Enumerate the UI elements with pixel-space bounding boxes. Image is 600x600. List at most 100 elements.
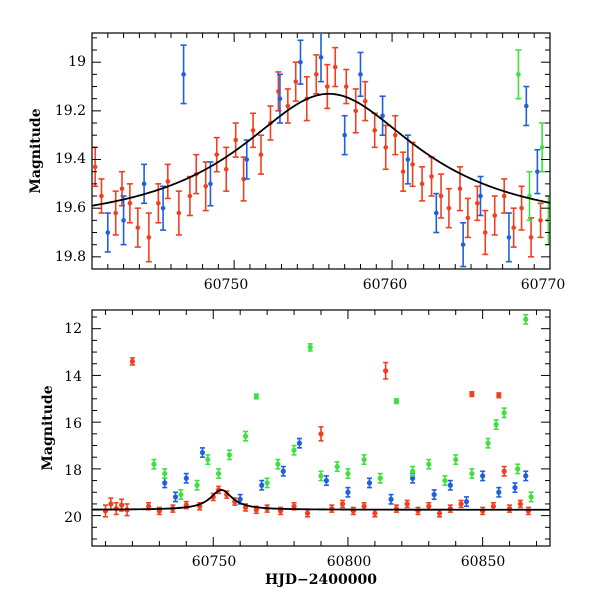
bottom-series-0-point-42: [525, 506, 532, 516]
top-series-1-point-4: [180, 44, 187, 105]
top-series-0-point-47: [528, 217, 535, 258]
bottom-series-2-point-21: [442, 475, 448, 487]
data-point-marker: [156, 201, 161, 206]
bottom-series-0-point-21: [318, 426, 324, 442]
bottom-series-2-point-5: [216, 468, 222, 480]
top-series-0-point-25: [324, 63, 331, 110]
data-point-marker: [475, 201, 480, 206]
data-point-marker: [242, 433, 249, 439]
top-series-1-point-11: [357, 51, 364, 98]
bottom-series-2-point-4: [205, 454, 211, 466]
data-point-marker: [318, 473, 324, 479]
top-series-1-point-5: [207, 161, 214, 207]
bottom-y-axis-title: Magnitude: [40, 385, 56, 470]
data-point-marker: [501, 410, 507, 416]
top-series-0-point-33: [400, 151, 407, 192]
bottom-series-1-point-19: [523, 470, 529, 482]
data-point-marker: [361, 503, 367, 509]
bottom-series-0-point-27: [383, 361, 389, 380]
top-series-1-point-9: [318, 33, 324, 83]
data-point-marker: [405, 157, 411, 162]
top-series-0-point-36: [428, 156, 435, 197]
data-point-marker: [280, 468, 286, 474]
data-point-marker: [436, 510, 443, 516]
data-point-marker: [457, 186, 463, 192]
data-point-marker: [501, 468, 507, 474]
bottom-x-tick-label-2: 60850: [461, 554, 506, 570]
bottom-x-axis-title: HJD−2400000: [265, 572, 377, 588]
data-point-marker: [250, 128, 256, 133]
data-point-marker: [393, 398, 400, 404]
bottom-series-2-point-26: [501, 407, 507, 419]
data-point-marker: [92, 164, 98, 170]
data-point-marker: [535, 169, 540, 174]
data-point-marker: [162, 470, 168, 477]
bottom-series-0-point-26: [372, 508, 378, 518]
top-series-0-point-4: [126, 183, 133, 224]
top-series-0-point-22: [292, 61, 299, 102]
bottom-series-2-point-28: [523, 313, 529, 325]
top-series-1-point-0: [104, 212, 111, 253]
top-series-0-point-46: [518, 185, 525, 231]
data-point-marker: [538, 218, 543, 223]
data-point-marker: [178, 491, 184, 498]
data-point-marker: [438, 193, 444, 199]
bottom-series-2-point-3: [194, 479, 200, 491]
bottom-series-2-point-8: [253, 393, 259, 400]
top-series-1-point-6: [243, 139, 250, 180]
bottom-series-1-point-16: [480, 470, 486, 482]
top-series-0-point-37: [438, 173, 445, 219]
data-point-marker: [388, 496, 394, 502]
data-point-marker: [160, 205, 166, 211]
data-point-marker: [141, 181, 147, 187]
top-series-1-point-12: [379, 95, 386, 136]
data-point-marker: [145, 503, 152, 509]
data-point-marker: [460, 242, 466, 247]
data-point-marker: [523, 473, 529, 479]
data-point-marker: [377, 475, 383, 481]
data-point-marker: [383, 368, 389, 374]
bottom-series-0-point-23: [339, 499, 346, 509]
data-point-marker: [431, 491, 437, 498]
top-series-1-point-18: [523, 85, 530, 127]
bottom-series-0-point-20: [304, 508, 311, 518]
data-point-marker: [253, 393, 259, 400]
top-series-1-point-2: [141, 163, 148, 205]
data-point-marker: [419, 181, 425, 187]
data-point-marker: [493, 421, 499, 428]
data-point-marker: [291, 503, 297, 509]
top-series-0-point-16: [240, 156, 247, 202]
data-point-marker: [313, 72, 319, 77]
data-point-marker: [151, 461, 157, 467]
data-point-marker: [433, 210, 439, 216]
data-point-marker: [194, 482, 200, 488]
bottom-x-tick-label-1: 60800: [327, 554, 372, 570]
top-series-0-point-48: [537, 202, 544, 239]
bottom-series-0-point-0: [102, 504, 109, 518]
data-point-marker: [358, 72, 363, 77]
top-series-0-point-6: [145, 212, 152, 263]
data-point-marker: [426, 503, 432, 509]
top-data-layer: [92, 33, 550, 268]
data-point-marker: [519, 205, 524, 211]
bottom-x-tick-label-0: 60750: [192, 554, 237, 570]
top-series-0-point-43: [491, 195, 498, 236]
data-point-marker: [485, 440, 491, 446]
top-model-curve: [92, 92, 550, 207]
data-point-marker: [318, 431, 324, 437]
bottom-series-1-point-5: [259, 479, 265, 491]
data-point-marker: [343, 84, 349, 89]
bottom-series-2-point-16: [361, 454, 367, 466]
data-point-marker: [410, 162, 415, 167]
bottom-series-0-point-24: [350, 506, 356, 516]
data-point-marker: [482, 230, 488, 235]
data-point-marker: [512, 484, 518, 491]
data-point-marker: [275, 461, 281, 467]
top-series-1-point-15: [460, 221, 467, 268]
data-point-marker: [480, 473, 486, 479]
data-point-marker: [446, 205, 452, 211]
data-point-marker: [241, 176, 246, 182]
data-point-marker: [528, 494, 534, 500]
bottom-series-0-point-34: [458, 499, 464, 509]
